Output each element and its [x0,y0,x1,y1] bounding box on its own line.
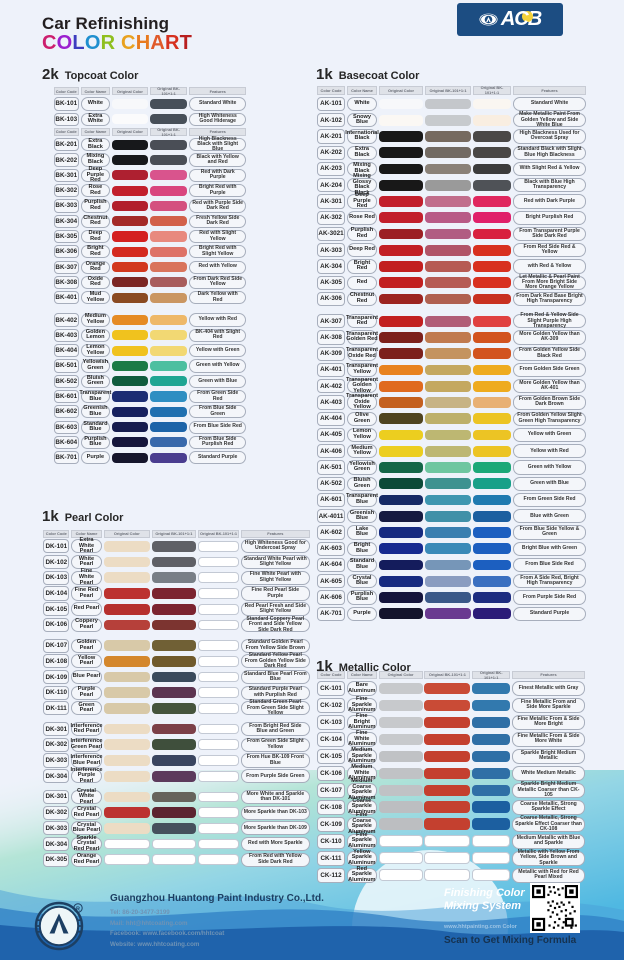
svg-text:R: R [76,906,80,912]
